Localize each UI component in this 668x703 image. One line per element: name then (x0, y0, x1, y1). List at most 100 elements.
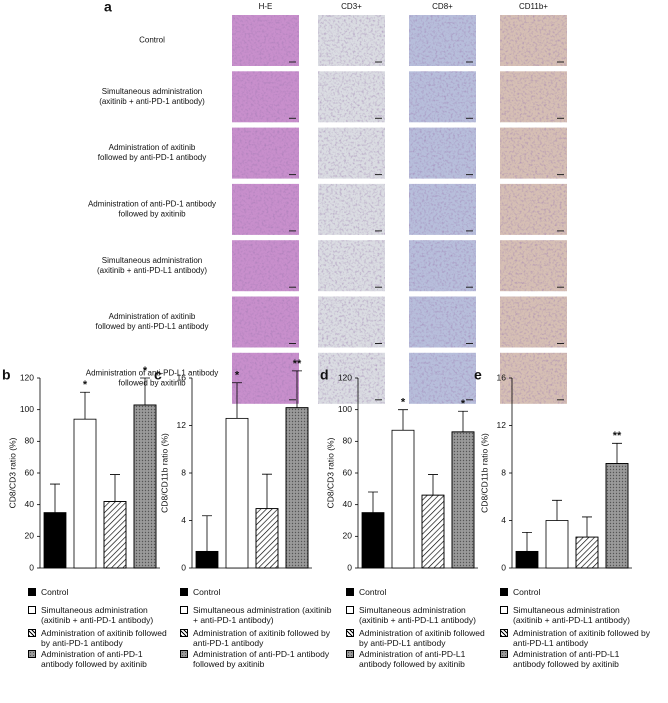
y-tick-label: 0 (29, 562, 34, 572)
bar (361, 512, 385, 569)
y-tick-label: 8 (181, 467, 186, 477)
y-tick-label: 60 (25, 467, 35, 477)
bar-pattern (421, 494, 445, 569)
legend-item: Administration of axitinib followed by a… (346, 628, 488, 648)
legend-label: Simultaneous administration (axitinib + … (513, 605, 630, 625)
legend-label: Simultaneous administration (axitinib + … (193, 605, 332, 625)
y-tick-label: 40 (25, 499, 35, 509)
legend: Control Simultaneous administration (axit… (500, 587, 651, 678)
row-label: followed by axitinib (118, 210, 186, 219)
bar (391, 429, 415, 569)
legend-swatch (346, 588, 354, 596)
legend-swatch (180, 606, 188, 614)
legend-item: Administration of anti-PD-L1 antibody fo… (346, 649, 488, 669)
bar (73, 418, 97, 569)
y-tick-label: 60 (343, 467, 353, 477)
legend-item: Administration of axitinib followed by a… (28, 628, 168, 648)
legend-item: Simultaneous administration (axitinib + … (346, 605, 488, 625)
y-tick-label: 0 (347, 562, 352, 572)
y-tick-label: 8 (501, 467, 506, 477)
legend: Control Simultaneous administration (axit… (180, 587, 332, 678)
legend-item: Administration of axitinib followed by a… (500, 628, 651, 648)
legend-item: Simultaneous administration (axitinib + … (180, 605, 332, 625)
legend-swatch (500, 588, 508, 596)
y-tick-label: 0 (181, 562, 186, 572)
histology-image (318, 240, 385, 292)
legend-swatch (180, 629, 188, 637)
histology-image (409, 240, 476, 292)
histology-image (409, 183, 476, 235)
y-tick-label: 12 (177, 420, 187, 430)
legend-label: Administration of anti-PD-1 antibody fol… (193, 649, 330, 669)
bar-pattern (103, 501, 127, 569)
bar-pattern (133, 404, 157, 569)
bar (545, 520, 569, 569)
panel-label: b (2, 367, 11, 383)
y-tick-label: 4 (181, 515, 186, 525)
row-label: Administration of anti-PD-L1 antibody (86, 368, 219, 377)
row-label: Administration of axitinib (109, 312, 196, 321)
legend-swatch (346, 650, 354, 658)
legend-label: Control (359, 587, 387, 597)
y-tick-label: 16 (497, 372, 507, 382)
histology-image (318, 352, 385, 404)
histology-image (409, 296, 476, 348)
histology-image (409, 15, 476, 66)
legend-item: Administration of anti-PD-L1 antibody fo… (500, 649, 650, 669)
error-bar (140, 377, 150, 405)
legend-label: Administration of axitinib followed by a… (513, 628, 651, 648)
bar (515, 550, 539, 569)
error-bar (458, 410, 468, 432)
row-label: (axitinib + anti-PD-L1 antibody) (97, 266, 207, 275)
y-tick-label: 12 (497, 420, 507, 430)
bar (43, 512, 67, 569)
y-tick-label: 4 (501, 515, 506, 525)
histology-image (500, 127, 567, 179)
panel-label: d (320, 367, 329, 383)
legend-label: Administration of axitinib followed by a… (41, 628, 167, 648)
error-bar (80, 391, 90, 420)
legend-label: Simultaneous administration (axitinib + … (359, 605, 476, 625)
legend-swatch (500, 650, 508, 658)
legend-item: Simultaneous administration (axitinib + … (28, 605, 168, 625)
bar-pattern (285, 407, 309, 569)
legend-label: Control (513, 587, 541, 597)
legend-label: Control (193, 587, 221, 597)
y-tick-label: 16 (177, 372, 187, 382)
error-bar (612, 442, 622, 464)
error-bar (368, 491, 378, 513)
panel-label: e (474, 367, 482, 383)
error-bar (110, 474, 120, 502)
y-tick-label: 80 (25, 436, 35, 446)
histology-image (318, 296, 385, 348)
error-bar (292, 370, 302, 408)
legend-label: Administration of anti-PD-L1 antibody fo… (359, 649, 466, 669)
significance: * (235, 370, 240, 382)
error-bar (50, 483, 60, 513)
histology-image (318, 71, 385, 123)
y-tick-label: 40 (343, 499, 353, 509)
histology-image (409, 352, 476, 404)
panel-label: c (154, 367, 162, 383)
bar-pattern (255, 508, 279, 569)
y-axis-title: CD8/CD3 ratio (%) (325, 437, 335, 508)
legend-swatch (346, 629, 354, 637)
y-tick-label: 120 (338, 372, 352, 382)
legend-item: Control (180, 587, 332, 598)
error-bar (582, 516, 592, 538)
legend-label: Administration of axitinib followed by a… (359, 628, 485, 648)
legend-swatch (28, 650, 36, 658)
significance: ** (293, 358, 302, 370)
row-label: followed by anti-PD-L1 antibody (96, 322, 209, 331)
significance: * (461, 398, 466, 410)
error-bar (398, 409, 408, 431)
histology-image (232, 183, 299, 235)
legend-label: Simultaneous administration (axitinib + … (41, 605, 154, 625)
histology-image (232, 127, 299, 179)
significance: * (83, 379, 88, 391)
y-axis-title: CD8/CD3 ratio (%) (7, 437, 17, 508)
y-axis-title: CD8/CD11b ratio (%) (159, 433, 169, 513)
histology-image (500, 183, 567, 235)
error-bar (232, 382, 242, 419)
legend-swatch (180, 588, 188, 596)
